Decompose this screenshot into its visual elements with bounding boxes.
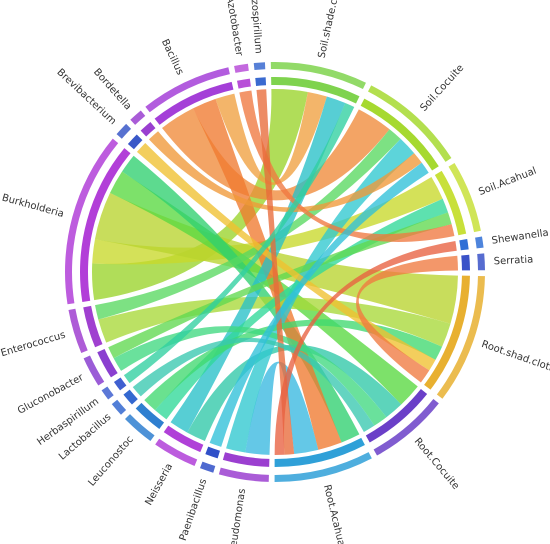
segment-outer-arc — [111, 399, 127, 415]
segment-outer-arc — [234, 63, 249, 73]
segment-arc — [255, 77, 267, 86]
chord — [154, 198, 449, 420]
segment-outer-arc — [145, 67, 230, 113]
segment-arc — [83, 305, 103, 348]
chord — [148, 131, 422, 213]
segment-label: Root.Cocuite — [412, 436, 461, 492]
segment-label: Neisseria — [144, 462, 176, 508]
segment-arc — [163, 425, 204, 453]
segment-arc — [97, 348, 118, 378]
segment-outer-arc — [101, 386, 114, 400]
segment-outer-arc — [270, 62, 366, 90]
segment-label: Azotobacter — [224, 0, 245, 58]
segment-outer-arc — [83, 355, 105, 386]
segment-arc — [459, 239, 469, 251]
chord — [95, 129, 401, 320]
segment-arc — [236, 78, 251, 89]
segment-label: Enterococcus — [0, 330, 67, 360]
segment-outer-arc — [65, 138, 119, 305]
segment-outer-arc — [116, 123, 132, 139]
segment-label: Pseudomonas — [227, 488, 248, 544]
segment-arc — [434, 170, 467, 236]
chord — [162, 108, 390, 201]
segment-outer-arc — [199, 461, 216, 473]
segment-arc — [79, 148, 131, 302]
chord — [132, 337, 375, 432]
segment-arc — [154, 81, 234, 125]
segment-outer-arc — [436, 275, 485, 399]
segment-arc — [135, 402, 165, 429]
segment-label: Herbaspirillum — [35, 396, 101, 448]
segment-outer-arc — [367, 85, 452, 162]
segment-arc — [274, 437, 365, 467]
segment-label: Azospirillum — [248, 0, 264, 54]
segment-label: Root.Acahual — [321, 484, 347, 544]
chord — [187, 344, 402, 442]
segment-label: Paenibacillus — [178, 477, 210, 542]
chord — [226, 138, 415, 453]
segment-outer-arc — [373, 398, 439, 456]
segment-outer-arc — [125, 414, 155, 442]
segment-label: Serratia — [493, 254, 533, 267]
segment-arc — [113, 377, 127, 391]
chord — [256, 89, 295, 455]
segment-label: Soil.shade.cloth — [317, 0, 345, 59]
segment-arc — [271, 77, 360, 104]
segment-outer-arc — [475, 236, 484, 249]
segment-outer-arc — [218, 467, 269, 482]
segment-arc — [222, 452, 270, 467]
chord — [356, 255, 458, 383]
chord — [136, 142, 436, 371]
segment-outer-arc — [274, 452, 372, 482]
segment-label: Shewanella — [491, 228, 549, 247]
segment-arc — [461, 254, 470, 271]
chord — [110, 171, 418, 405]
segment-label: Soil.Cocuite — [418, 63, 466, 114]
segment-outer-arc — [448, 163, 481, 233]
segment-arc — [360, 98, 439, 171]
segment-arc — [123, 389, 138, 405]
segment-label: Bacillus — [159, 38, 185, 77]
chord — [245, 361, 319, 455]
chord — [215, 91, 327, 185]
chord — [170, 96, 346, 433]
segment-arc — [140, 122, 156, 137]
segment-arc — [424, 275, 470, 390]
chord — [108, 212, 452, 359]
segment-outer-arc — [253, 62, 266, 71]
segment-label: Burkholderia — [1, 193, 65, 220]
segment-outer-arc — [130, 110, 146, 125]
chord — [98, 296, 451, 347]
segment-label: Soil.Acahual — [477, 166, 538, 198]
segment-label: Leuconostoc — [86, 434, 135, 489]
segment-arc — [205, 446, 221, 459]
segment-label: Root.shad.cloth — [480, 339, 550, 375]
segment-outer-arc — [155, 438, 198, 466]
segment-outer-arc — [68, 308, 88, 354]
segment-outer-arc — [477, 253, 485, 271]
chords — [91, 89, 458, 455]
segment-arc — [127, 134, 143, 150]
segment-arc — [365, 388, 428, 443]
chord — [122, 155, 360, 443]
